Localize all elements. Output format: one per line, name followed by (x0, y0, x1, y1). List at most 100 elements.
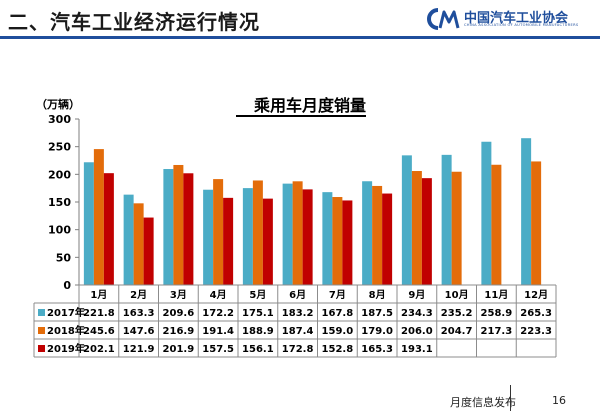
y-tick-label: 0 (63, 279, 71, 292)
page-title: 二、汽车工业经济运行情况 (8, 10, 260, 34)
legend-swatch-2017年 (38, 309, 45, 316)
bar-2017年-1月 (83, 162, 94, 285)
legend-label: 2018年 (47, 324, 85, 337)
y-axis-label: （万辆） (36, 98, 80, 111)
page-number: 16 (552, 394, 566, 407)
data-label: 188.9 (242, 326, 274, 337)
bar-2018年-10月 (451, 171, 462, 285)
legend-label: 2019年 (47, 342, 85, 355)
data-label: 163.3 (123, 308, 155, 319)
data-label: 217.3 (481, 326, 513, 337)
bar-2017年-12月 (521, 138, 532, 285)
footer-divider (510, 385, 511, 411)
bar-2018年-1月 (93, 149, 104, 285)
bar-2018年-8月 (372, 185, 383, 285)
bar-2018年-5月 (252, 180, 263, 285)
bar-2019年-5月 (262, 198, 273, 285)
y-tick-label: 50 (56, 251, 72, 264)
bar-2017年-3月 (163, 169, 174, 285)
logo-text-cn: 中国汽车工业协会 (464, 11, 569, 26)
bar-2018年-9月 (411, 171, 422, 285)
x-tick-label: 10月 (445, 289, 469, 301)
data-label: 204.7 (441, 326, 473, 337)
x-tick-label: 5月 (249, 289, 266, 301)
bar-2017年-11月 (481, 141, 492, 285)
footer-text: 月度信息发布 (450, 396, 516, 409)
x-tick-label: 8月 (369, 289, 386, 301)
bar-2018年-3月 (173, 164, 184, 285)
data-label: 209.6 (163, 308, 195, 319)
x-tick-label: 3月 (170, 289, 187, 301)
data-label: 175.1 (242, 308, 274, 319)
data-label: 216.9 (163, 326, 195, 337)
data-label: 157.5 (202, 344, 234, 355)
x-tick-label: 4月 (210, 289, 227, 301)
bar-2017年-9月 (401, 155, 412, 285)
data-label: 234.3 (401, 308, 433, 319)
data-label: 147.6 (123, 326, 155, 337)
chart-title: 乘用车月度销量 (253, 96, 366, 115)
x-tick-label: 11月 (484, 289, 508, 301)
data-label: 152.8 (322, 344, 354, 355)
data-label: 156.1 (242, 344, 274, 355)
data-label: 179.0 (361, 326, 393, 337)
bar-2018年-6月 (292, 181, 303, 285)
legend-label: 2017年 (47, 306, 85, 319)
x-tick-label: 6月 (289, 289, 306, 301)
logo-text-en: CHINA ASSOCIATION OF AUTOMOBILE MANUFACT… (464, 23, 579, 27)
data-label: 223.3 (520, 326, 552, 337)
caam-logo: 中国汽车工业协会 CHINA ASSOCIATION OF AUTOMOBILE… (422, 6, 592, 32)
bar-2017年-4月 (203, 189, 214, 285)
bar-2018年-4月 (213, 179, 224, 285)
bar-2019年-6月 (302, 189, 313, 285)
bar-2019年-8月 (382, 193, 393, 285)
caam-logo-icon (427, 8, 460, 30)
x-tick-label: 7月 (329, 289, 346, 301)
y-tick-label: 250 (48, 141, 71, 154)
bar-2017年-5月 (242, 188, 253, 285)
data-label: 187.5 (361, 308, 393, 319)
bar-2017年-7月 (322, 192, 333, 285)
data-label: 191.4 (202, 326, 234, 337)
header-rule (0, 36, 600, 39)
header: 二、汽车工业经济运行情况 中国汽车工业协会 CHINA ASSOCIATION … (0, 0, 600, 37)
data-label: 165.3 (361, 344, 393, 355)
data-label: 201.9 (163, 344, 195, 355)
bar-2018年-2月 (133, 203, 144, 285)
x-tick-label: 12月 (524, 289, 548, 301)
bar-2017年-2月 (123, 194, 134, 285)
bar-2018年-7月 (332, 197, 343, 285)
data-label: 206.0 (401, 326, 433, 337)
y-tick-label: 100 (48, 224, 71, 237)
data-label: 183.2 (282, 308, 314, 319)
data-label: 159.0 (322, 326, 354, 337)
y-tick-label: 200 (48, 168, 71, 181)
data-label: 221.8 (83, 308, 115, 319)
x-tick-label: 2月 (130, 289, 147, 301)
data-label: 258.9 (481, 308, 513, 319)
x-tick-label: 9月 (408, 289, 425, 301)
bar-2018年-12月 (531, 161, 542, 285)
bar-2019年-1月 (103, 173, 114, 285)
legend-swatch-2018年 (38, 327, 45, 334)
y-tick-label: 150 (48, 196, 71, 209)
bar-2017年-6月 (282, 183, 293, 285)
bar-2019年-3月 (183, 173, 194, 285)
data-label: 187.4 (282, 326, 314, 337)
data-label: 167.8 (322, 308, 354, 319)
data-label: 202.1 (83, 344, 115, 355)
data-label: 193.1 (401, 344, 433, 355)
bar-2017年-10月 (441, 154, 452, 285)
bar-2019年-9月 (421, 178, 432, 285)
data-label: 172.2 (202, 308, 234, 319)
x-tick-label: 1月 (90, 289, 107, 301)
data-label: 235.2 (441, 308, 473, 319)
bar-2019年-4月 (223, 197, 234, 285)
data-label: 121.9 (123, 344, 155, 355)
data-label: 172.8 (282, 344, 314, 355)
chart-title-underline (236, 115, 366, 117)
legend-swatch-2019年 (38, 345, 45, 352)
bar-2018年-11月 (491, 164, 502, 285)
data-label: 245.6 (83, 326, 115, 337)
